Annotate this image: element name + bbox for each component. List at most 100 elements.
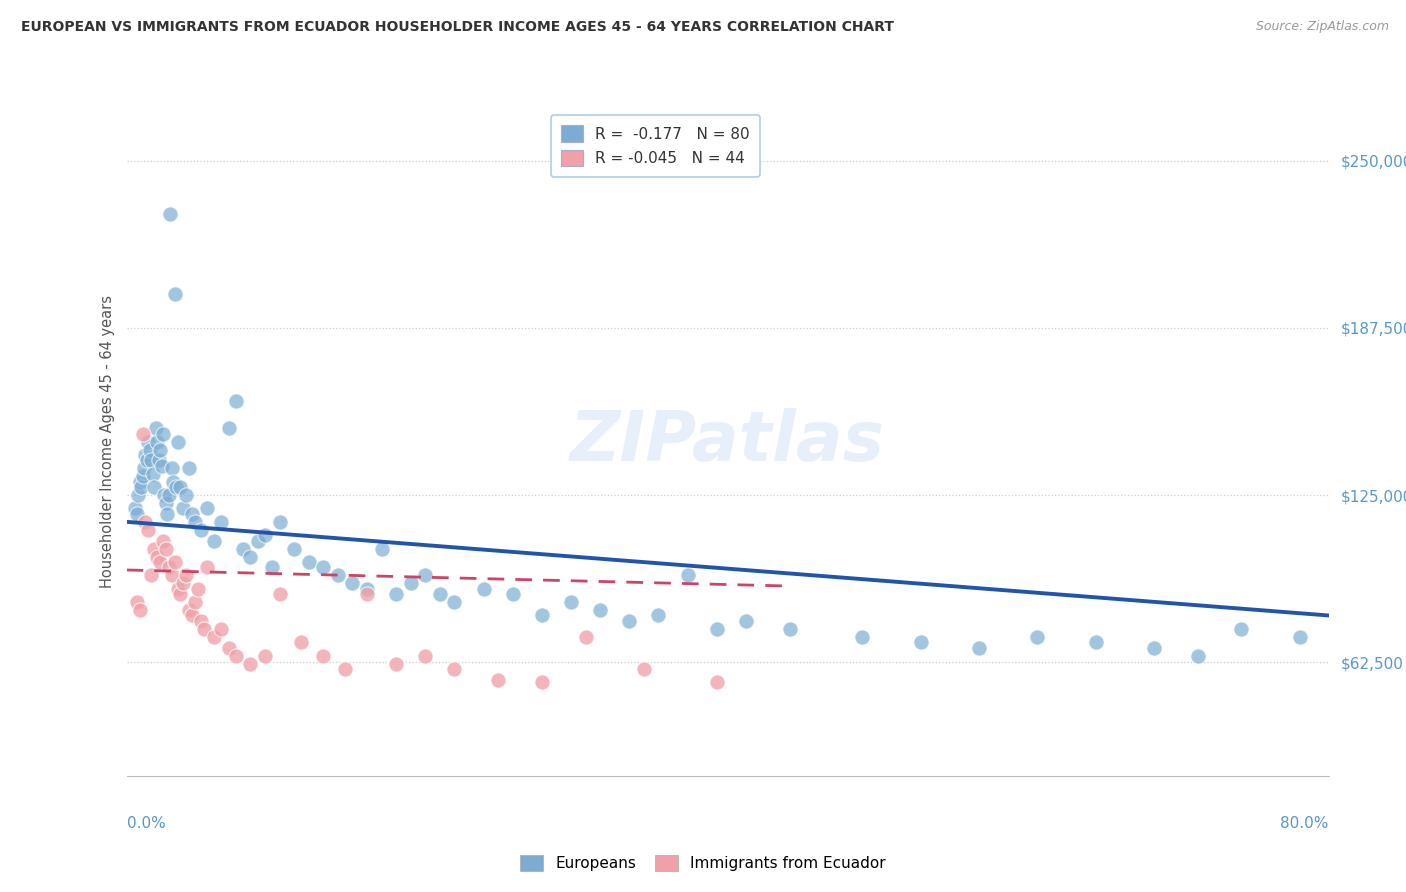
Point (172, 576, 194, 591)
Point (502, 587, 524, 601)
Point (734, 614, 756, 628)
Point (283, 541, 305, 556)
Point (239, 549, 262, 564)
Point (312, 648, 335, 663)
Point (253, 648, 276, 663)
Point (181, 608, 204, 623)
Point (486, 673, 509, 687)
Point (1187, 648, 1209, 663)
Point (647, 608, 669, 623)
Point (193, 622, 215, 636)
Point (413, 648, 436, 663)
Point (131, 426, 153, 441)
Point (163, 287, 186, 301)
Point (619, 614, 641, 628)
Point (157, 560, 180, 574)
Point (141, 568, 163, 582)
Point (589, 603, 612, 617)
Point (124, 501, 146, 516)
Point (125, 595, 148, 609)
Point (298, 555, 321, 569)
Legend: Europeans, Immigrants from Ecuador: Europeans, Immigrants from Ecuador (515, 849, 891, 877)
Point (385, 587, 408, 601)
Point (413, 568, 436, 582)
Point (676, 568, 699, 582)
Point (134, 448, 156, 462)
Point (232, 541, 254, 556)
Point (146, 549, 169, 564)
Point (195, 560, 218, 574)
Point (262, 560, 284, 574)
Point (145, 421, 167, 435)
Point (1143, 640, 1166, 655)
Point (184, 595, 207, 609)
Point (429, 587, 451, 601)
Point (166, 434, 188, 449)
Point (165, 480, 187, 494)
Point (160, 461, 183, 475)
Point (131, 469, 153, 483)
Point (239, 657, 262, 671)
Point (157, 488, 180, 502)
Point (202, 630, 225, 644)
Point (326, 568, 349, 582)
Point (166, 582, 188, 596)
Text: ZIPatlas: ZIPatlas (569, 408, 886, 475)
Point (370, 541, 392, 556)
Point (134, 515, 156, 529)
Point (190, 614, 212, 628)
Point (246, 533, 269, 548)
Point (142, 467, 165, 481)
Point (146, 434, 169, 449)
Point (149, 442, 172, 457)
Point (125, 507, 148, 521)
Point (150, 458, 173, 473)
Point (169, 480, 191, 494)
Point (269, 587, 291, 601)
Point (174, 568, 197, 582)
Point (179, 603, 201, 617)
Point (190, 523, 212, 537)
Point (159, 207, 181, 221)
Y-axis label: Householder Income Ages 45 - 64 years: Householder Income Ages 45 - 64 years (100, 295, 115, 588)
Text: 0.0%: 0.0% (127, 816, 166, 830)
Point (399, 576, 422, 591)
Point (128, 475, 150, 489)
Point (202, 533, 225, 548)
Point (967, 640, 990, 655)
Point (706, 675, 728, 690)
Point (155, 541, 177, 556)
Point (633, 662, 655, 676)
Point (181, 507, 204, 521)
Point (143, 541, 166, 556)
Point (356, 582, 378, 596)
Point (128, 603, 150, 617)
Text: Source: ZipAtlas.com: Source: ZipAtlas.com (1256, 20, 1389, 33)
Point (132, 461, 155, 475)
Point (472, 582, 495, 596)
Point (155, 496, 177, 510)
Point (136, 453, 159, 467)
Point (129, 480, 152, 494)
Text: EUROPEAN VS IMMIGRANTS FROM ECUADOR HOUSEHOLDER INCOME AGES 45 - 64 YEARS CORREL: EUROPEAN VS IMMIGRANTS FROM ECUADOR HOUS… (21, 20, 894, 34)
Point (153, 488, 176, 502)
Point (149, 555, 172, 569)
Point (706, 622, 728, 636)
Point (156, 507, 179, 521)
Point (443, 662, 465, 676)
Point (152, 533, 174, 548)
Point (209, 515, 232, 529)
Point (1288, 630, 1310, 644)
Point (269, 515, 291, 529)
Point (162, 475, 184, 489)
Point (225, 394, 247, 409)
Point (218, 421, 240, 435)
Point (1026, 630, 1049, 644)
Point (356, 587, 378, 601)
Point (160, 568, 183, 582)
Point (187, 582, 209, 596)
Point (141, 453, 163, 467)
Point (253, 528, 276, 542)
Point (127, 488, 149, 502)
Point (1084, 635, 1107, 649)
